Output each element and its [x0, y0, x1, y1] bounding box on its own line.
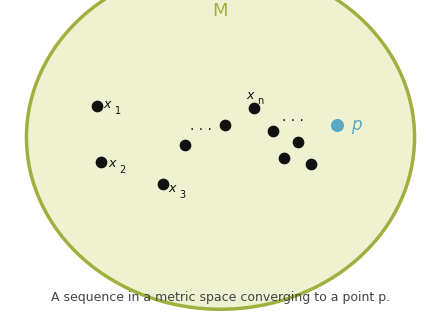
Text: p: p: [351, 116, 361, 134]
Point: [270, 129, 277, 134]
Point: [93, 104, 101, 109]
Text: n: n: [257, 96, 263, 106]
Point: [307, 161, 314, 166]
Ellipse shape: [26, 0, 415, 309]
Text: . . .: . . .: [190, 119, 212, 133]
Point: [160, 182, 167, 187]
Point: [221, 122, 228, 127]
Text: . . .: . . .: [282, 110, 304, 124]
Text: 2: 2: [119, 165, 125, 175]
Text: 3: 3: [179, 190, 186, 200]
Text: x: x: [246, 89, 254, 102]
Point: [182, 143, 189, 148]
Text: x: x: [104, 98, 111, 111]
Point: [281, 155, 288, 160]
Text: A sequence in a metric space converging to a point p.: A sequence in a metric space converging …: [51, 291, 390, 304]
Point: [294, 139, 301, 144]
Text: x: x: [108, 157, 116, 170]
Text: M: M: [213, 2, 228, 20]
Point: [98, 160, 105, 165]
Point: [334, 122, 341, 127]
Point: [250, 105, 257, 110]
Text: 1: 1: [115, 106, 121, 116]
Text: x: x: [168, 182, 176, 195]
